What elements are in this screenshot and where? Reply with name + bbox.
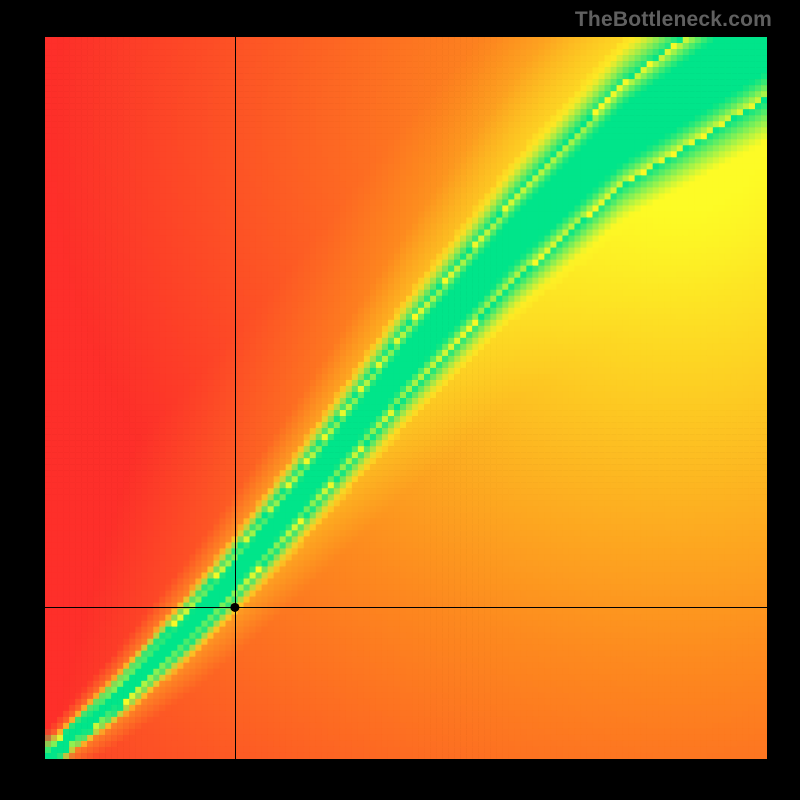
bottleneck-heatmap-canvas	[45, 37, 767, 759]
chart-container: TheBottleneck.com	[0, 0, 800, 800]
watermark-text: TheBottleneck.com	[575, 8, 772, 32]
